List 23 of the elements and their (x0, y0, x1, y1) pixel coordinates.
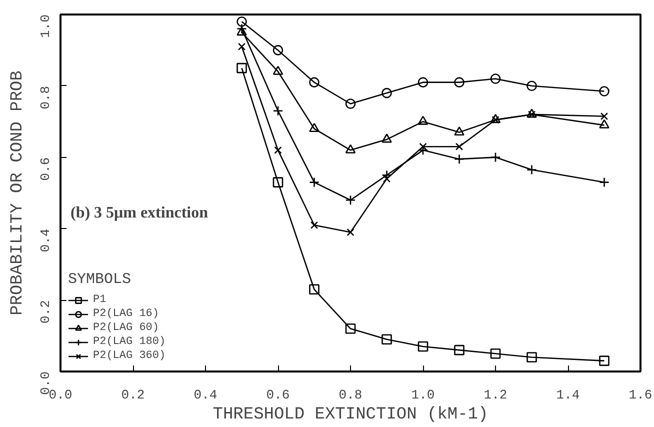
annotation: (b) 3 5μm extinction (70, 204, 208, 222)
legend-label: P2(LAG 16) (93, 307, 160, 321)
legend-label: P1 (93, 293, 108, 307)
x-tick-label: 0.0 (48, 388, 72, 402)
y-tick-label: 0.8 (38, 86, 53, 110)
x-tick-label: 0.4 (194, 388, 218, 402)
legend-label: P2(LAG 360) (93, 349, 166, 363)
x-tick-label: 0.2 (121, 388, 145, 402)
legend-title: SYMBOLS (68, 271, 132, 288)
y-tick-label: 0.4 (38, 228, 53, 252)
y-tick-label: 0.6 (38, 157, 53, 181)
x-axis-title: THRESHOLD EXTINCTION (kM-1) (212, 406, 488, 424)
y-tick-label: 1.0 (38, 14, 53, 38)
y-tick-label: 0.2 (38, 300, 53, 324)
x-tick-label: 1.2 (484, 388, 508, 402)
y-axis-title: PROBABILITY OR COND PROB (8, 70, 28, 316)
x-tick-label: 1.6 (628, 388, 652, 402)
legend-label: P2(LAG 60) (93, 321, 160, 335)
x-tick-label: 1.0 (411, 388, 435, 402)
x-tick-label: 1.4 (556, 388, 580, 402)
legend-label: P2(LAG 180) (93, 335, 166, 349)
x-tick-label: 0.6 (266, 388, 290, 402)
x-tick-label: 0.8 (338, 388, 362, 402)
